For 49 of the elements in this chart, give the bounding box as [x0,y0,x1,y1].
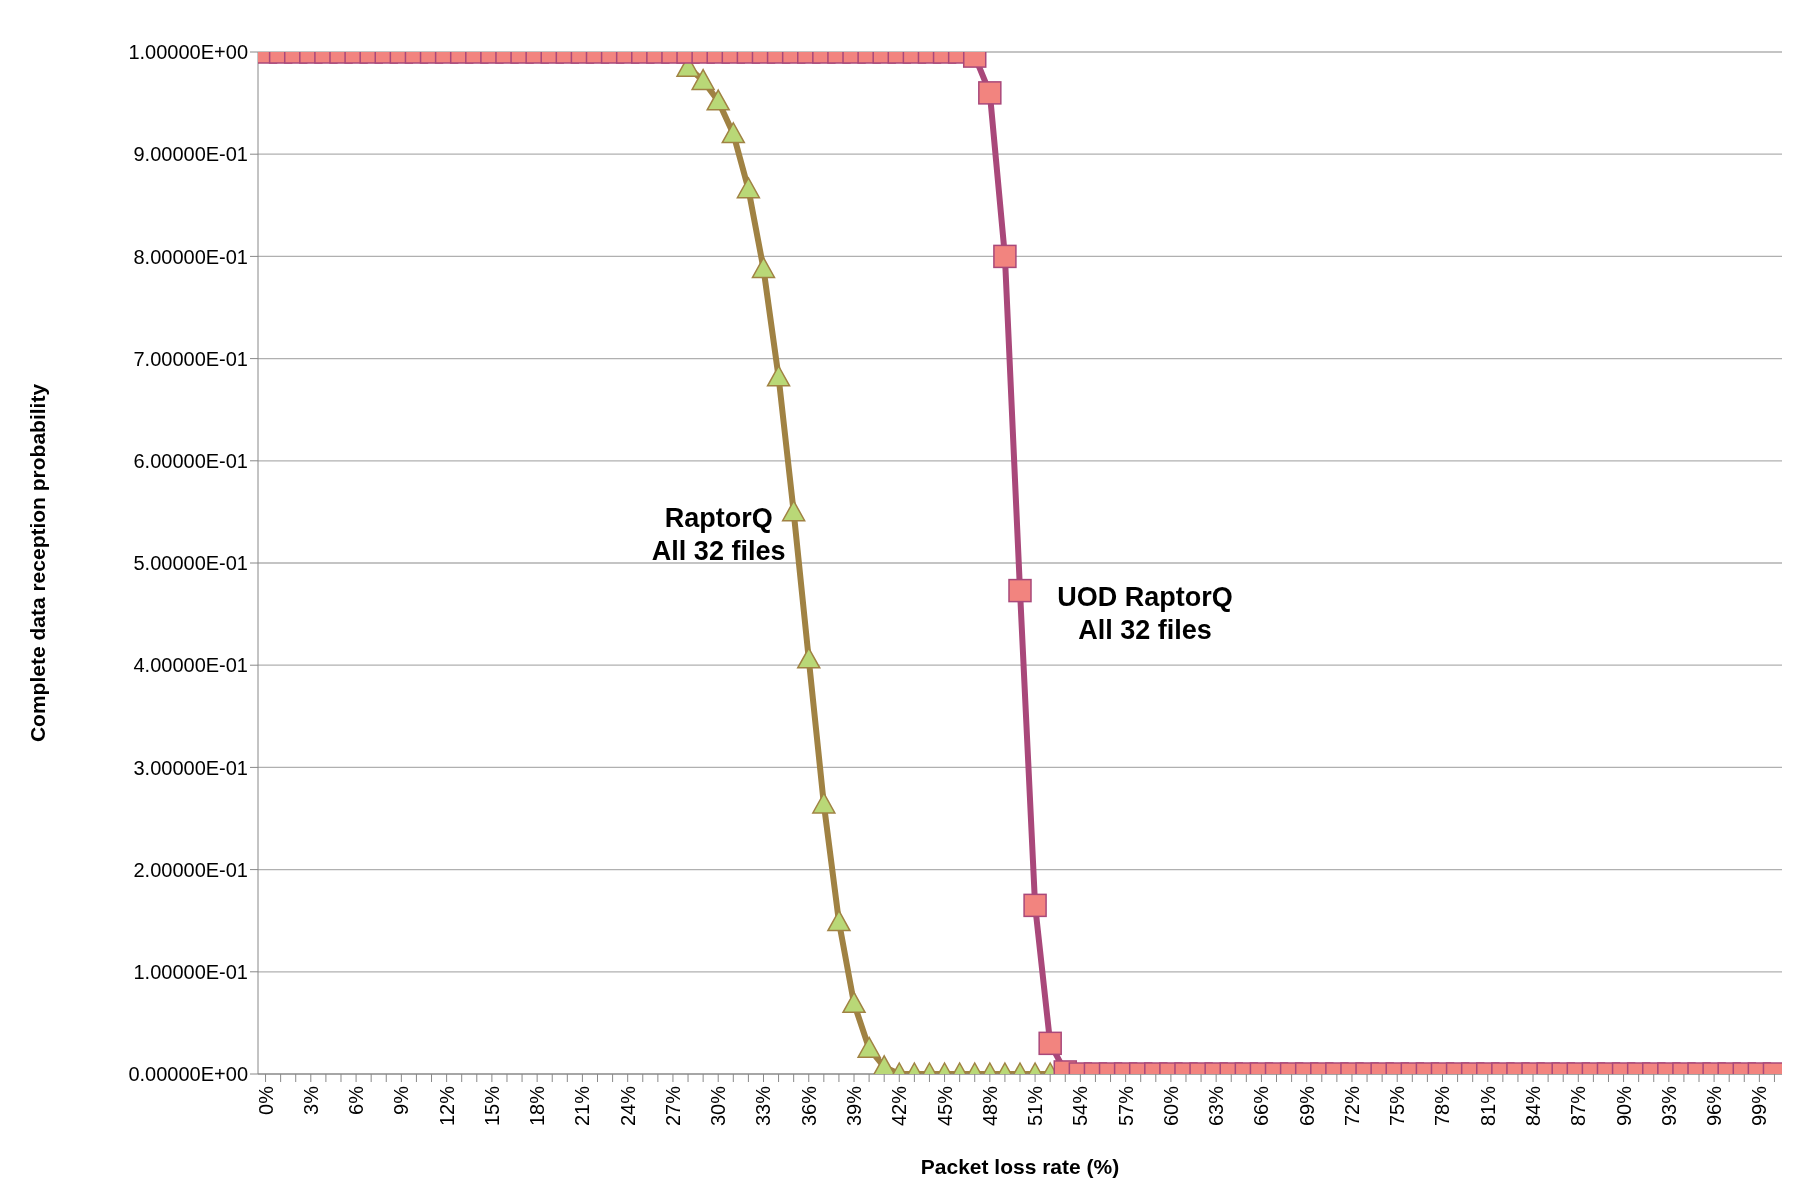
x-tick-label: 90% [1612,1085,1635,1127]
series-label: UOD RaptorQ All 32 files [1057,581,1233,645]
x-tick-label: 69% [1295,1085,1318,1127]
x-tick-label: 24% [616,1085,639,1127]
x-tick-label: 57% [1114,1085,1137,1127]
x-tick-label: 12% [435,1085,458,1127]
x-tick-label: 36% [797,1085,820,1127]
x-tick-label: 63% [1205,1085,1228,1127]
x-tick-label: 54% [1069,1085,1092,1127]
y-tick-label: 5.00000E-01 [133,552,248,575]
y-tick-label: 4.00000E-01 [133,654,248,677]
x-tick-label: 72% [1340,1085,1363,1127]
y-tick-label: 8.00000E-01 [133,245,248,268]
x-tick-label: 51% [1024,1085,1047,1127]
x-tick-label: 78% [1431,1085,1454,1127]
x-tick-label: 27% [661,1085,684,1127]
x-tick-label: 39% [843,1085,866,1127]
y-tick-label: 9.00000E-01 [133,143,248,166]
x-axis-title: Packet loss rate (%) [920,1155,1120,1178]
x-tick-label: 21% [571,1085,594,1127]
x-tick-label: 30% [707,1085,730,1127]
x-tick-label: 15% [480,1085,503,1127]
y-tick-label: 2.00000E-01 [133,858,248,881]
x-tick-label: 48% [978,1085,1001,1127]
x-tick-label: 99% [1748,1085,1771,1127]
x-tick-label: 33% [752,1085,775,1127]
x-tick-label: 93% [1657,1085,1680,1127]
x-tick-label: 81% [1476,1085,1499,1127]
x-tick-label: 9% [390,1085,413,1115]
x-tick-label: 75% [1386,1085,1409,1127]
x-tick-label: 0% [254,1085,277,1115]
y-tick-label: 3.00000E-01 [133,756,248,779]
series-label: RaptorQ All 32 files [651,502,786,566]
x-tick-label: 87% [1567,1085,1590,1127]
x-tick-label: 66% [1250,1085,1273,1127]
x-tick-label: 6% [345,1085,368,1115]
x-tick-label: 84% [1522,1085,1545,1127]
x-tick-label: 3% [299,1085,322,1115]
x-tick-label: 96% [1703,1085,1726,1127]
y-tick-label: 1.00000E-01 [133,960,248,983]
x-tick-label: 18% [526,1085,549,1127]
x-tick-label: 42% [888,1085,911,1127]
y-tick-label: 6.00000E-01 [133,449,248,472]
x-tick-label: 60% [1159,1085,1182,1127]
y-tick-label: 7.00000E-01 [133,347,248,370]
x-tick-label: 45% [933,1085,956,1127]
y-axis-title: Complete data reception probability [26,383,50,743]
y-tick-label: 1.00000E+00 [128,41,248,64]
y-tick-label: 0.00000E+00 [128,1063,248,1086]
